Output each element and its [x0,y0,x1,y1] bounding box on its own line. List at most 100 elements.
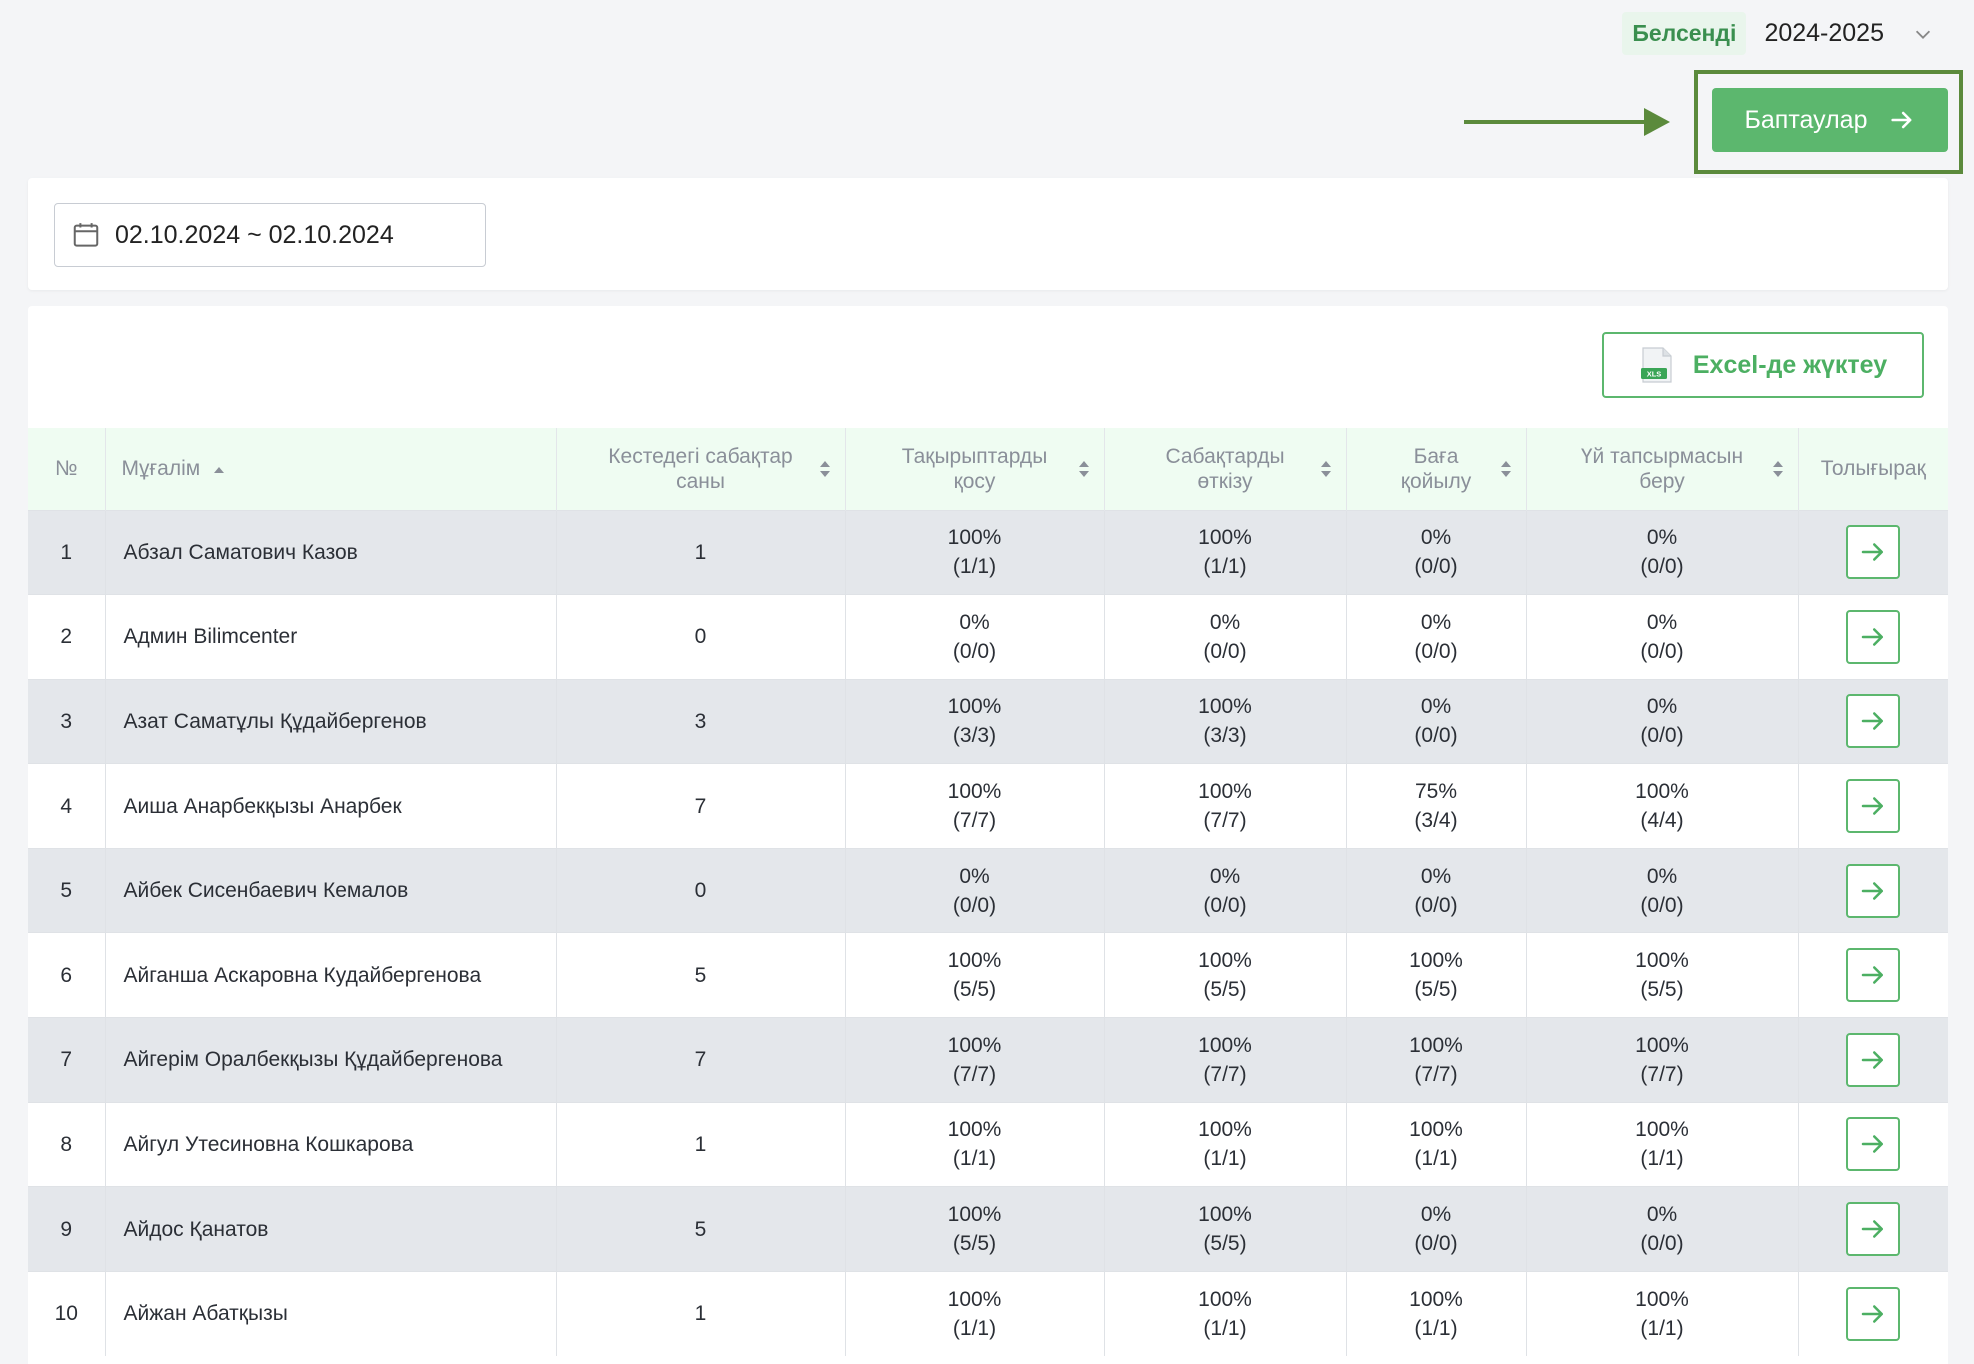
cell-homework: 0% (0/0) [1526,594,1799,680]
arrow-right-icon [1862,881,1884,900]
annotation-arrow-line [1464,120,1644,124]
arrow-right-icon [1862,966,1884,985]
sort-icon[interactable] [1078,458,1090,480]
settings-button[interactable]: Баптаулар [1712,88,1948,152]
cell-more [1798,848,1948,933]
details-button[interactable] [1846,609,1901,664]
cell-grading: 100% (7/7) [1346,1017,1527,1103]
cell-teacher-name: Айбек Сисенбаевич Кемалов [105,848,557,933]
cell-grading: 0% (0/0) [1346,1186,1527,1272]
cell-lessons: 1 [556,1102,846,1187]
col-header-lessons[interactable]: Кестедегі сабақтар саны [556,428,846,510]
details-button[interactable] [1846,1117,1901,1172]
details-button[interactable] [1846,863,1901,918]
cell-num: 3 [28,679,106,764]
cell-topics: 100% (5/5) [845,1186,1105,1272]
cell-num: 8 [28,1102,106,1187]
details-button[interactable] [1846,694,1901,749]
cell-num: 4 [28,763,106,849]
cell-num: 7 [28,1017,106,1103]
year-select[interactable]: 2024-2025 [1764,19,1934,48]
details-button[interactable] [1846,1202,1901,1257]
excel-export-button[interactable]: XLS Excel-де жүктеу [1602,332,1924,398]
cell-homework: 100% (1/1) [1526,1102,1799,1187]
teachers-table: № Мұғалім Кестедегі сабақтар саны Тақырып… [28,428,1948,1356]
col-header-homework[interactable]: Үй тапсырмасын беру [1526,428,1799,510]
details-button[interactable] [1846,948,1901,1003]
cell-more [1798,510,1948,595]
cell-topics: 100% (7/7) [845,1017,1105,1103]
date-range-picker[interactable]: 02.10.2024 ~ 02.10.2024 [54,203,486,267]
cell-homework: 0% (0/0) [1526,1186,1799,1272]
cell-homework: 100% (7/7) [1526,1017,1799,1103]
details-button[interactable] [1846,525,1901,580]
cell-homework: 100% (5/5) [1526,932,1799,1018]
arrow-right-icon [1862,712,1884,731]
cell-conduct: 100% (3/3) [1104,679,1347,764]
sort-icon[interactable] [1772,458,1784,480]
cell-conduct: 0% (0/0) [1104,594,1347,680]
cell-more [1798,764,1948,849]
details-button[interactable] [1846,1032,1901,1087]
cell-more [1798,1271,1948,1356]
cell-homework: 0% (0/0) [1526,510,1799,595]
arrow-right-icon [1862,1305,1884,1323]
table-row: 2 Админ Bilimcenter 0 0% (0/0) 0% (0/0) 0% (0/0)… [28,594,1948,680]
xls-file-icon: XLS [1640,347,1672,383]
cell-topics: 100% (1/1) [845,1271,1105,1356]
cell-topics: 100% (5/5) [845,932,1105,1018]
cell-conduct: 100% (7/7) [1104,763,1347,849]
cell-teacher-name: Айгул Утесиновна Кошкарова [105,1102,557,1187]
details-button[interactable] [1846,779,1901,834]
cell-lessons: 3 [556,679,846,764]
arrow-right-icon [1862,1051,1884,1069]
cell-lessons: 1 [556,510,846,595]
date-range-value: 02.10.2024 ~ 02.10.2024 [115,220,394,249]
sort-icon[interactable] [1320,458,1332,480]
cell-teacher-name: Айжан Абатқызы [105,1271,557,1356]
cell-lessons: 7 [556,1017,846,1103]
cell-teacher-name: Админ Bilimcenter [105,594,557,680]
cell-grading: 75% (3/4) [1346,763,1527,849]
cell-topics: 100% (3/3) [845,679,1105,764]
cell-homework: 100% (4/4) [1526,763,1799,849]
cell-grading: 100% (1/1) [1346,1102,1527,1187]
cell-teacher-name: Азат Саматұлы Құдайбергенов [105,679,557,764]
cell-more [1798,1018,1948,1103]
cell-grading: 0% (0/0) [1346,594,1527,680]
cell-lessons: 5 [556,1186,846,1272]
table-row: 3 Азат Саматұлы Құдайбергенов 3 100% (3/3) 10… [28,679,1948,764]
cell-conduct: 100% (5/5) [1104,1186,1347,1272]
report-table-card: XLS Excel-де жүктеу № Мұғалім Кестедегі … [28,306,1948,1364]
table-body: 1 Абзал Саматович Казов 1 100% (1/1) 100% (1/1… [28,510,1948,1356]
arrow-right-icon [1862,543,1884,562]
year-value: 2024-2025 [1764,19,1884,47]
col-header-grading[interactable]: Баға қойылу [1346,428,1527,510]
cell-conduct: 100% (1/1) [1104,1102,1347,1187]
col-header-conduct[interactable]: Сабақтарды өткізу [1104,428,1347,510]
cell-grading: 100% (5/5) [1346,932,1527,1018]
table-row: 5 Айбек Сисенбаевич Кемалов 0 0% (0/0) 0% (0/0… [28,848,1948,933]
sort-icon[interactable] [819,458,831,480]
col-header-teacher[interactable]: Мұғалім [105,428,557,510]
cell-topics: 0% (0/0) [845,594,1105,680]
annotation-arrow-head [1644,108,1670,136]
table-row: 6 Айганша Аскаровна Кудайбергенова 5 100% (5… [28,932,1948,1018]
cell-more [1798,1102,1948,1187]
cell-teacher-name: Айдос Қанатов [105,1186,557,1272]
cell-grading: 0% (0/0) [1346,510,1527,595]
cell-homework: 0% (0/0) [1526,848,1799,933]
cell-conduct: 0% (0/0) [1104,848,1347,933]
arrow-right-icon [1890,111,1911,129]
arrow-right-icon [1862,1220,1884,1238]
cell-num: 2 [28,594,106,680]
details-button[interactable] [1846,1286,1901,1341]
cell-conduct: 100% (1/1) [1104,510,1347,595]
cell-num: 5 [28,848,106,933]
cell-conduct: 100% (1/1) [1104,1271,1347,1356]
sort-asc-icon[interactable] [212,465,226,475]
cell-topics: 100% (7/7) [845,763,1105,849]
col-header-num: № [28,428,106,510]
col-header-topics[interactable]: Тақырыптарды қосу [845,428,1105,510]
sort-icon[interactable] [1500,458,1512,480]
